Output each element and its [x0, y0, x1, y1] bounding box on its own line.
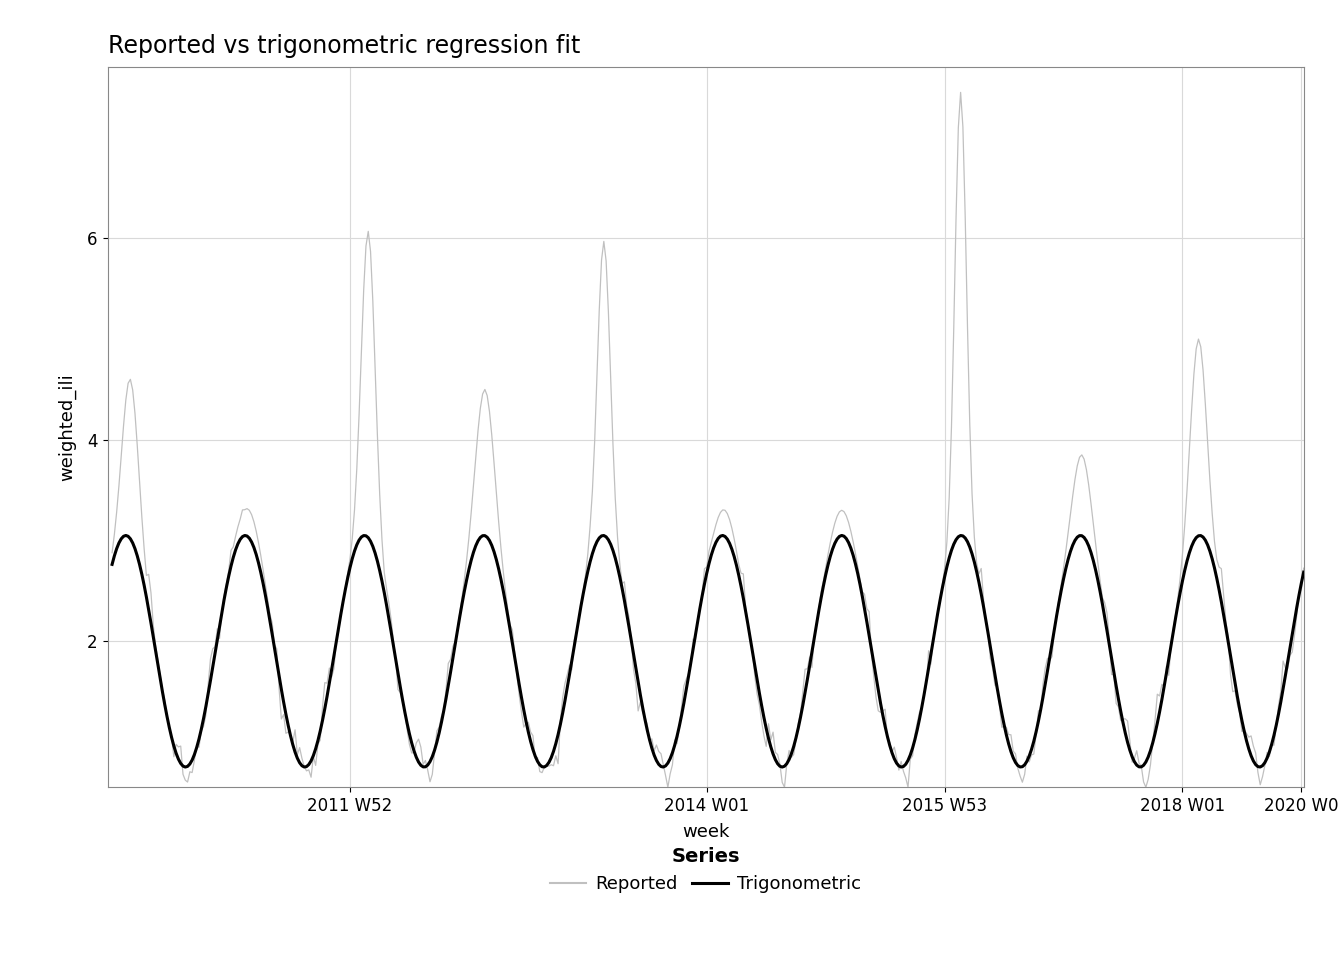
X-axis label: week: week	[681, 824, 730, 841]
Legend: Reported, Trigonometric: Reported, Trigonometric	[550, 848, 862, 894]
Y-axis label: weighted_ili: weighted_ili	[58, 373, 77, 481]
Text: Reported vs trigonometric regression fit: Reported vs trigonometric regression fit	[108, 35, 579, 59]
